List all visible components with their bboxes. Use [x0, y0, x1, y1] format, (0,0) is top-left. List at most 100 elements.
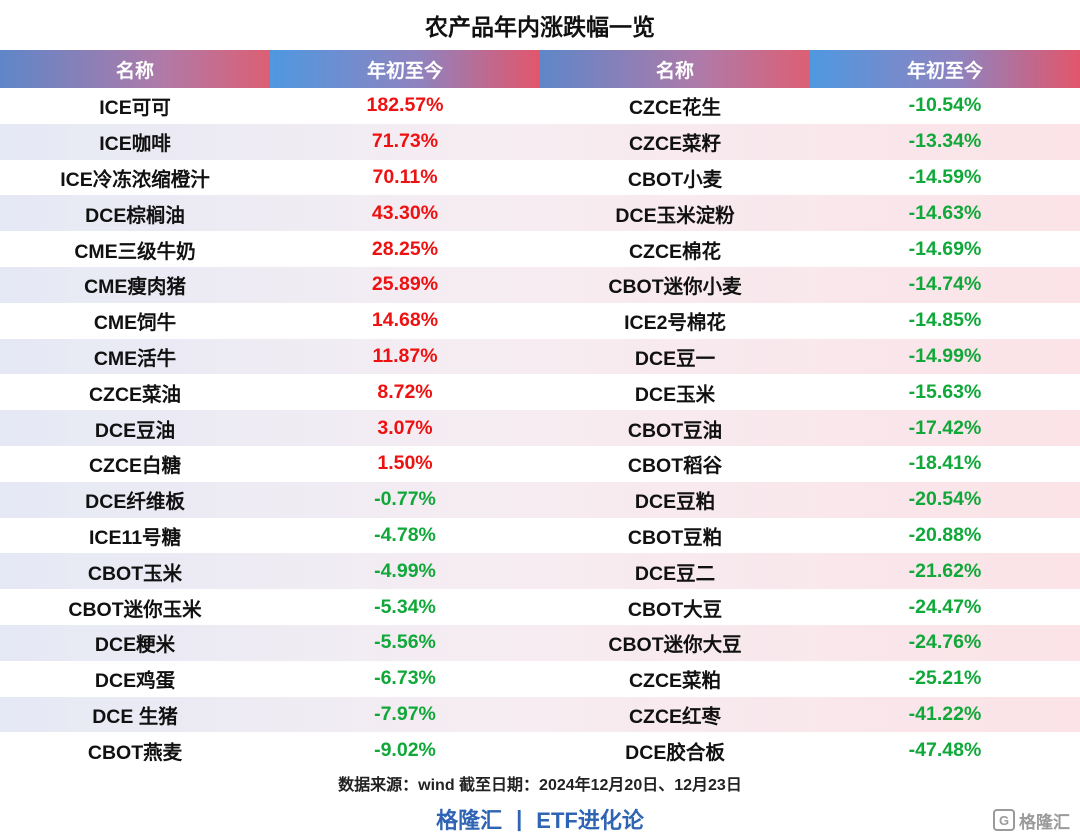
cell-name-right: CZCE花生	[628, 97, 722, 120]
cell-value-left: -6.73%	[374, 667, 436, 690]
cell-name-left: CME三级牛奶	[74, 240, 196, 263]
cell-name-left: ICE咖啡	[99, 133, 171, 156]
cell-value-right: -24.47%	[908, 595, 982, 618]
cell-value-right: -18.41%	[908, 452, 982, 475]
cell-name-right: CZCE红枣	[628, 705, 722, 728]
table-row: ICE可可 182.57% CZCE花生 -10.54%	[0, 88, 1080, 124]
table-row: CME活牛 11.87% DCE豆一 -14.99%	[0, 338, 1080, 375]
cell-value-left: 8.72%	[377, 380, 433, 403]
cell-name-left: DCE豆油	[94, 419, 176, 442]
table-row: ICE咖啡 71.73% CZCE菜籽 -13.34%	[0, 123, 1080, 160]
header-ytd-right: 年初至今	[810, 50, 1080, 88]
cell-value-left: 28.25%	[371, 237, 439, 260]
cell-name-right: CBOT豆油	[627, 419, 723, 442]
header-name-left: 名称	[0, 50, 270, 88]
cell-name-right: CBOT小麦	[627, 168, 723, 191]
table-body: ICE可可 182.57% CZCE花生 -10.54% ICE咖啡 71.73% CZCE…	[0, 88, 1080, 768]
cell-name-left: CME活牛	[93, 347, 177, 370]
cell-value-right: -14.99%	[908, 344, 982, 367]
cell-value-left: 43.30%	[371, 201, 439, 224]
cell-value-left: -5.56%	[374, 631, 436, 654]
cell-value-right: -13.34%	[908, 130, 982, 153]
cell-name-right: CZCE菜籽	[628, 133, 722, 156]
cell-value-right: -10.54%	[908, 94, 982, 117]
cell-value-right: -14.63%	[908, 201, 982, 224]
cell-name-left: CBOT玉米	[87, 562, 183, 585]
cell-value-right: -21.62%	[908, 559, 982, 582]
table-row: CZCE菜油 8.72% DCE玉米 -15.63%	[0, 374, 1080, 410]
cell-name-left: ICE冷冻浓缩橙汁	[60, 168, 210, 191]
cell-name-right: DCE豆粕	[634, 491, 716, 514]
cell-name-left: DCE粳米	[94, 634, 176, 657]
table-row: DCE粳米 -5.56% CBOT迷你大豆 -24.76%	[0, 624, 1080, 661]
cell-name-left: CBOT迷你玉米	[68, 598, 202, 621]
table-row: CME三级牛奶 28.25% CZCE棉花 -14.69%	[0, 231, 1080, 267]
cell-name-left: DCE 生猪	[92, 705, 178, 728]
table-row: DCE鸡蛋 -6.73% CZCE菜粕 -25.21%	[0, 661, 1080, 697]
cell-value-right: -25.21%	[908, 667, 982, 690]
header-ytd-left: 年初至今	[270, 50, 540, 88]
table-row: DCE纤维板 -0.77% DCE豆粕 -20.54%	[0, 481, 1080, 518]
header-name-right: 名称	[540, 50, 810, 88]
cell-name-right: CZCE棉花	[628, 240, 722, 263]
page-title: 农产品年内涨跌幅一览	[425, 14, 655, 40]
table-row: CBOT迷你玉米 -5.34% CBOT大豆 -24.47%	[0, 589, 1080, 625]
cell-name-left: DCE纤维板	[85, 491, 185, 514]
cell-name-right: DCE胶合板	[625, 741, 725, 764]
cell-value-right: -47.48%	[908, 738, 982, 761]
cell-value-left: 25.89%	[371, 273, 439, 296]
cell-value-right: -17.42%	[908, 416, 982, 439]
table-header: 名称 年初至今 名称 年初至今	[0, 50, 1080, 88]
cell-name-left: DCE鸡蛋	[94, 670, 176, 693]
brand-separator: |	[516, 806, 523, 831]
cell-value-right: -14.59%	[908, 165, 982, 188]
cell-value-left: -4.99%	[374, 559, 436, 582]
cell-value-left: 3.07%	[377, 416, 433, 439]
cell-value-left: 71.73%	[371, 130, 439, 153]
cell-value-left: -4.78%	[374, 523, 436, 546]
cell-name-right: CZCE菜粕	[628, 670, 722, 693]
table-row: CBOT玉米 -4.99% DCE豆二 -21.62%	[0, 553, 1080, 590]
cell-value-right: -14.85%	[908, 309, 982, 332]
cell-name-right: CBOT豆粕	[627, 526, 723, 549]
cell-value-right: -24.76%	[908, 631, 982, 654]
cell-name-right: DCE玉米淀粉	[615, 204, 735, 227]
table-row: ICE11号糖 -4.78% CBOT豆粕 -20.88%	[0, 518, 1080, 554]
cell-name-right: DCE玉米	[634, 383, 716, 406]
cell-name-left: DCE棕榈油	[85, 204, 185, 227]
cell-value-right: -20.54%	[908, 488, 982, 511]
cell-value-left: -0.77%	[374, 488, 436, 511]
gelonghui-logo-icon: G	[993, 809, 1015, 831]
table-row: CME瘦肉猪 25.89% CBOT迷你小麦 -14.74%	[0, 266, 1080, 303]
table-row: DCE棕榈油 43.30% DCE玉米淀粉 -14.63%	[0, 195, 1080, 232]
cell-name-left: CZCE菜油	[88, 383, 182, 406]
cell-name-left: CBOT燕麦	[87, 741, 183, 764]
cell-name-left: CZCE白糖	[88, 455, 182, 478]
cell-value-right: -14.74%	[908, 273, 982, 296]
cell-value-left: -5.34%	[374, 595, 436, 618]
cell-value-right: -41.22%	[908, 702, 982, 725]
cell-value-right: -15.63%	[908, 380, 982, 403]
table-row: DCE 生猪 -7.97% CZCE红枣 -41.22%	[0, 696, 1080, 733]
cell-value-left: -9.02%	[374, 738, 436, 761]
cell-value-left: 182.57%	[366, 94, 444, 117]
table-row: CBOT燕麦 -9.02% DCE胶合板 -47.48%	[0, 732, 1080, 768]
cell-name-right: CBOT大豆	[627, 598, 723, 621]
cell-value-left: 70.11%	[372, 165, 438, 188]
cell-value-right: -20.88%	[908, 523, 982, 546]
cell-name-right: DCE豆一	[634, 347, 716, 370]
cell-value-left: -7.97%	[374, 702, 436, 725]
cell-value-left: 11.87%	[372, 344, 438, 367]
cell-value-left: 14.68%	[371, 309, 439, 332]
cell-name-left: ICE可可	[99, 97, 171, 120]
brand-name: 格隆汇	[436, 808, 503, 833]
cell-value-left: 1.50%	[377, 452, 433, 475]
cell-name-left: CME饲牛	[93, 312, 177, 335]
cell-name-right: CBOT迷你小麦	[608, 276, 742, 299]
cell-value-right: -14.69%	[908, 237, 982, 260]
table-row: ICE冷冻浓缩橙汁 70.11% CBOT小麦 -14.59%	[0, 160, 1080, 196]
table-row: CME饲牛 14.68% ICE2号棉花 -14.85%	[0, 303, 1080, 339]
cell-name-left: CME瘦肉猪	[84, 276, 186, 299]
table-row: DCE豆油 3.07% CBOT豆油 -17.42%	[0, 410, 1080, 446]
cell-name-right: DCE豆二	[634, 562, 716, 585]
